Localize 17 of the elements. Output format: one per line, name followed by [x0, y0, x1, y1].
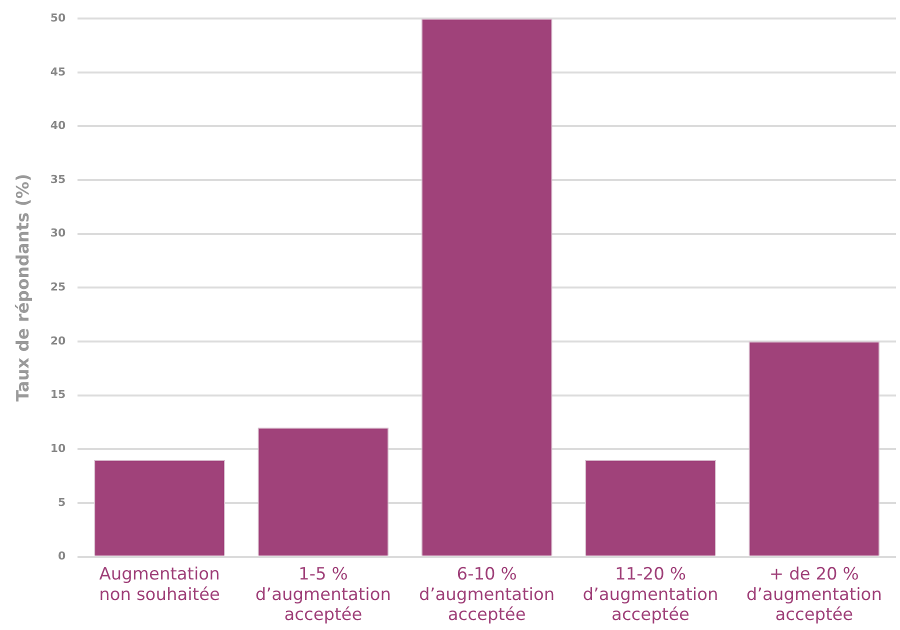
y-axis-title: Taux de répondants (%): [14, 174, 34, 402]
y-tick-label: 25: [50, 280, 66, 294]
y-tick-label: 45: [50, 65, 66, 78]
y-tick-label: 10: [50, 442, 66, 456]
x-tick-label: 6-10 % d’augmentation acceptée: [419, 564, 555, 626]
y-tick-label: 15: [50, 388, 66, 402]
x-tick-label: + de 20 % d’augmentation acceptée: [746, 564, 882, 626]
x-tick-label: Augmentation non souhaitée: [99, 564, 220, 605]
y-tick-label: 35: [50, 172, 66, 186]
x-tick-label: 11-20 % d’augmentation acceptée: [582, 564, 718, 626]
y-tick-label: 50: [50, 11, 66, 24]
y-tick-label: 40: [50, 119, 66, 132]
y-tick-label: 20: [50, 334, 66, 348]
y-tick-label: 5: [58, 496, 66, 509]
y-tick-label: 30: [50, 226, 66, 240]
x-tick-label: 1-5 % d’augmentation acceptée: [255, 564, 392, 626]
y-tick-label: 0: [58, 550, 66, 563]
